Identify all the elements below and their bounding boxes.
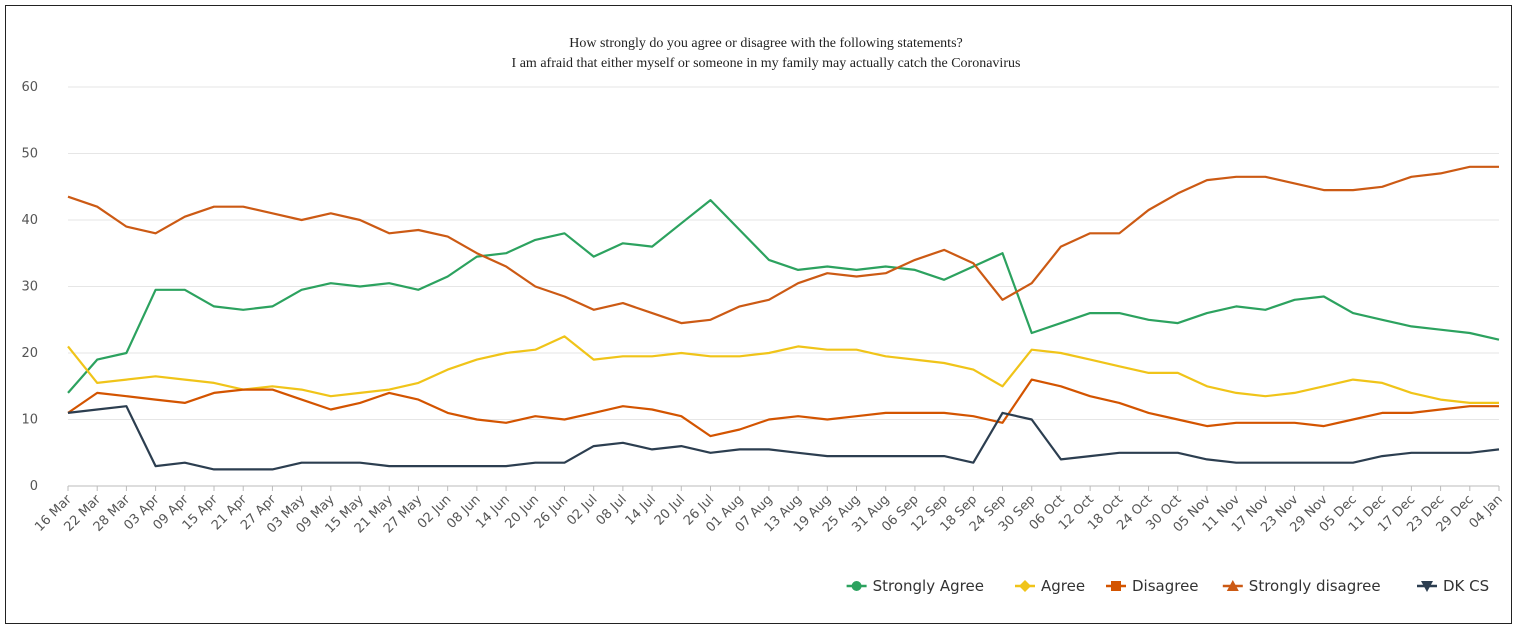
legend-item-2[interactable]: Disagree: [1106, 577, 1199, 595]
x-tick-label: 20 Jul: [652, 492, 688, 528]
legend-label: DK CS: [1443, 577, 1489, 595]
legend-item-0[interactable]: Strongly Agree: [846, 577, 984, 595]
grid-lines: [68, 86, 1499, 487]
legend-label: Disagree: [1132, 577, 1199, 595]
legend-item-3[interactable]: Strongly disagree: [1222, 577, 1381, 595]
y-tick-label: 30: [21, 280, 38, 295]
legend-label: Agree: [1041, 577, 1085, 595]
y-tick-label: 10: [21, 413, 38, 428]
legend-label: Strongly Agree: [873, 577, 984, 595]
series-line-2: [67, 378, 1499, 438]
legend-label: Strongly disagree: [1249, 577, 1381, 595]
x-tick-label: 14 Jul: [623, 492, 659, 528]
x-tick-label: 04 Jan: [1466, 492, 1505, 531]
series-line-0: [67, 199, 1500, 394]
chart-subtitle: I am afraid that either myself or someon…: [512, 56, 1021, 71]
legend-marker: [1421, 581, 1433, 592]
legend-marker: [851, 581, 862, 591]
legend-item-4[interactable]: DK CS: [1417, 577, 1489, 595]
series-lines: [67, 165, 1500, 471]
y-tick-label: 0: [30, 479, 38, 494]
y-tick-label: 50: [21, 147, 38, 162]
chart-frame: How strongly do you agree or disagree wi…: [5, 5, 1512, 624]
y-tick-label: 40: [21, 213, 38, 228]
y-tick-label: 20: [21, 346, 38, 361]
legend: Strongly Agree Agree Disagree Strongly disa…: [846, 577, 1489, 595]
legend-item-1[interactable]: Agree: [1015, 577, 1085, 595]
x-tick-label: 02 Jul: [564, 492, 600, 528]
legend-marker: [1111, 581, 1121, 591]
series-line-1: [67, 335, 1499, 404]
series-line-4: [67, 405, 1500, 471]
x-tick-label: 26 Jun: [532, 492, 572, 532]
y-tick-label: 60: [21, 80, 38, 95]
series-line-3: [67, 165, 1499, 325]
line-chart: How strongly do you agree or disagree wi…: [21, 36, 1506, 595]
x-tick-label: 08 Jul: [593, 492, 629, 528]
chart-title: How strongly do you agree or disagree wi…: [569, 36, 962, 51]
legend-marker: [1019, 580, 1031, 592]
y-axis-ticks: 0 10 20 30 40 50 60: [21, 80, 38, 494]
legend-marker: [1226, 580, 1239, 591]
